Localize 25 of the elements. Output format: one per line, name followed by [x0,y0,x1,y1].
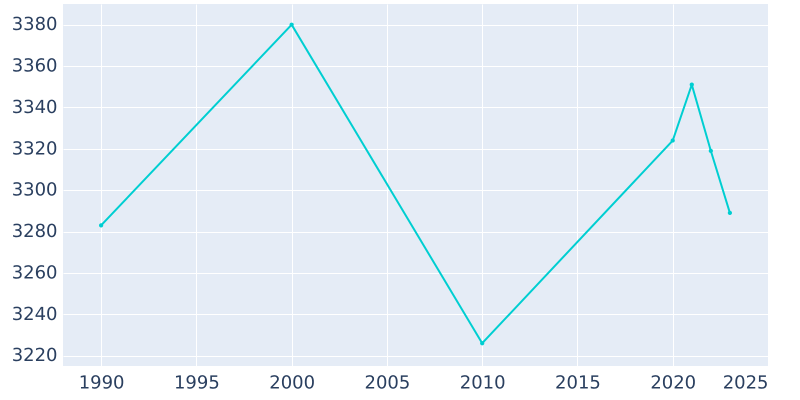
x-tick-label: 2010 [460,372,506,394]
point [728,210,732,216]
point [290,22,294,27]
line-series [98,22,732,346]
x-tick-label: 1995 [174,372,220,394]
y-tick-label: 3300 [12,180,58,201]
y-tick-label: 3340 [12,96,58,118]
y-tick-label: 3240 [12,304,58,325]
point [690,82,694,87]
point [98,223,104,228]
x-tick-label: 2020 [650,372,696,394]
y-tick-label: 3360 [12,56,58,77]
y-tick-label: 3260 [12,262,58,284]
point [708,148,713,153]
x-tick-label: 2000 [269,372,316,394]
point [670,138,675,143]
y-tick-label: 3320 [12,138,58,160]
point [480,341,484,346]
y-tick-label: 3220 [12,345,58,366]
x-tick-label: 2005 [364,372,410,394]
y-tick-label: 3380 [12,14,58,36]
x-tick-label: 2025 [722,372,768,394]
x-tick-label: 1990 [78,372,125,394]
y-tick-label: 3280 [12,221,58,242]
x-tick-label: 2015 [555,372,601,394]
